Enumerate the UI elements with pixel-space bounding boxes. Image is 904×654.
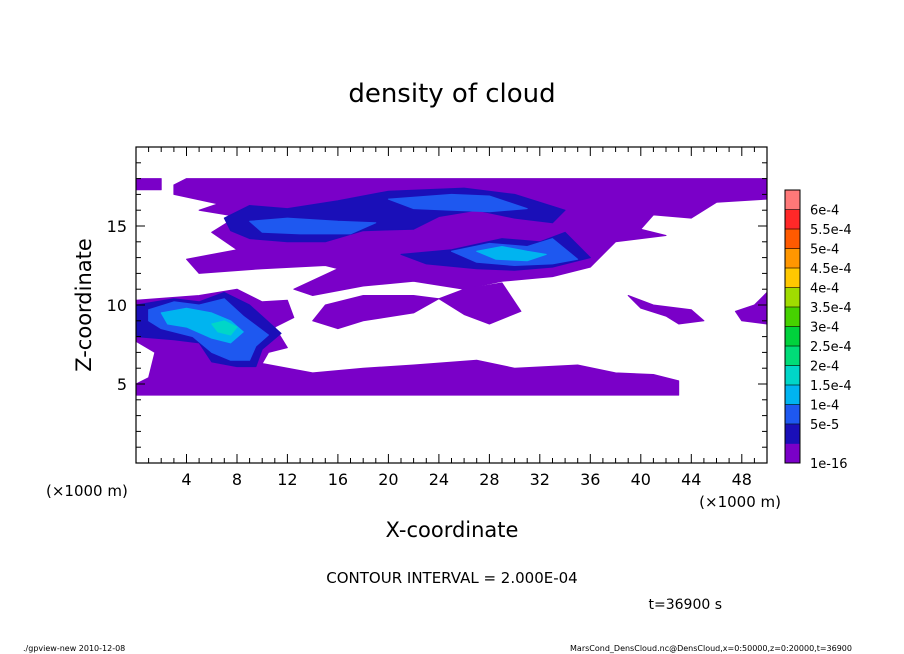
x-tick-label: 4 bbox=[181, 470, 191, 489]
colorbar bbox=[784, 189, 801, 464]
colorbar-label: 1.5e-4 bbox=[810, 379, 852, 394]
plot-area bbox=[135, 146, 768, 464]
y-axis-label: Z-coordinate bbox=[72, 238, 96, 372]
x-tick-label: 24 bbox=[429, 470, 449, 489]
colorbar-swatch bbox=[785, 385, 800, 405]
y-tick-labels: 5 10 15 bbox=[107, 217, 127, 394]
contour-region-level-5-1 bbox=[211, 320, 238, 336]
x-unit-label: (×1000 m) bbox=[699, 493, 781, 511]
y-tick-label: 15 bbox=[107, 217, 127, 236]
colorbar-label: 5e-5 bbox=[810, 418, 839, 433]
colorbar-swatch bbox=[785, 307, 800, 327]
axis-ticks bbox=[135, 146, 768, 464]
colorbar-label: 3.5e-4 bbox=[810, 301, 852, 316]
colorbar-label: 2e-4 bbox=[810, 360, 839, 375]
footer-left: ./gpview-new 2010-12-08 bbox=[23, 644, 125, 653]
x-tick-label: 16 bbox=[328, 470, 348, 489]
colorbar-swatch bbox=[785, 209, 800, 230]
x-tick-label: 36 bbox=[580, 470, 600, 489]
colorbar-swatch bbox=[785, 346, 800, 366]
contour-region-level-1-3 bbox=[438, 282, 522, 325]
y-tick-label: 10 bbox=[107, 296, 127, 315]
contour-region-level-1-6 bbox=[734, 291, 767, 325]
colorbar-label: 5e-4 bbox=[810, 243, 839, 258]
colorbar-swatch bbox=[785, 287, 800, 308]
colorbar-label: 6e-4 bbox=[810, 204, 839, 219]
colorbar-swatch bbox=[785, 365, 800, 386]
colorbar-swatch bbox=[785, 443, 800, 464]
x-tick-label: 32 bbox=[530, 470, 550, 489]
x-tick-label: 44 bbox=[681, 470, 701, 489]
x-tick-labels: 4 8 12 16 20 24 28 32 36 40 44 48 bbox=[181, 470, 752, 489]
x-tick-label: 8 bbox=[232, 470, 242, 489]
contour-region-level-1-1 bbox=[136, 288, 680, 396]
colorbar-label: 1e-16 bbox=[810, 457, 848, 472]
y-unit-label: (×1000 m) bbox=[46, 482, 128, 500]
colorbar-label: 1e-4 bbox=[810, 399, 839, 414]
contour-region-level-1-5 bbox=[627, 295, 705, 325]
colorbar-swatch bbox=[785, 404, 800, 425]
colorbar-labels: 1e-16 5e-5 1e-4 1.5e-4 2e-4 2.5e-4 3e-4 3.5e-4 4… bbox=[810, 204, 852, 473]
colorbar-swatch bbox=[785, 190, 800, 210]
contour-region-level-4-2 bbox=[476, 246, 547, 262]
contour-region-level-4-1 bbox=[160, 307, 244, 344]
x-tick-label: 20 bbox=[378, 470, 398, 489]
x-tick-label: 48 bbox=[732, 470, 752, 489]
x-axis-label: X-coordinate bbox=[386, 518, 519, 542]
colorbar-label: 3e-4 bbox=[810, 321, 839, 336]
colorbar-swatch bbox=[785, 268, 800, 288]
y-tick-label: 5 bbox=[117, 375, 127, 394]
colorbar-swatch bbox=[785, 248, 800, 269]
x-tick-label: 28 bbox=[479, 470, 499, 489]
footer-right: MarsCond_DensCloud.nc@DensCloud,x=0:5000… bbox=[570, 644, 852, 653]
colorbar-label: 4e-4 bbox=[810, 282, 839, 297]
time-text: t=36900 s bbox=[649, 597, 723, 613]
colorbar-swatch bbox=[785, 326, 800, 347]
contour-region-level-1-4 bbox=[312, 295, 440, 330]
x-tick-label: 12 bbox=[277, 470, 297, 489]
colorbar-swatch bbox=[785, 229, 800, 249]
contour-region-level-3-3 bbox=[249, 217, 377, 235]
contour-region-level-1-7 bbox=[136, 178, 162, 191]
colorbar-swatch bbox=[785, 424, 800, 444]
colorbar-label: 4.5e-4 bbox=[810, 262, 852, 277]
colorbar-label: 5.5e-4 bbox=[810, 223, 852, 238]
contour-fill-regions bbox=[136, 178, 767, 396]
chart-title: density of cloud bbox=[348, 79, 555, 109]
contour-interval-text: CONTOUR INTERVAL = 2.000E-04 bbox=[326, 569, 577, 587]
x-tick-label: 40 bbox=[631, 470, 651, 489]
contour-region-level-3-4 bbox=[387, 193, 528, 213]
colorbar-label: 2.5e-4 bbox=[810, 340, 852, 355]
